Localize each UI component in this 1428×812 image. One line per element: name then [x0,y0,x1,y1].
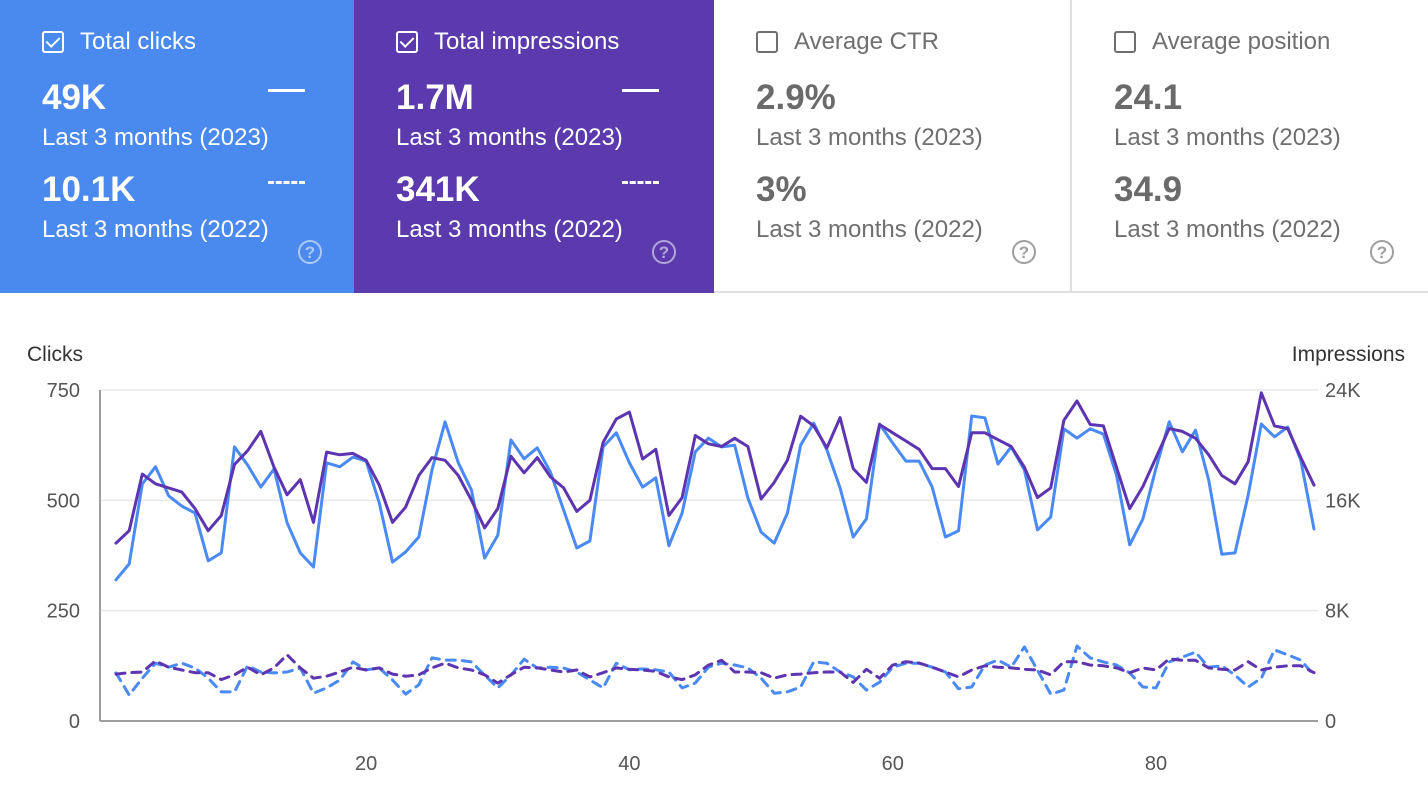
help-icon[interactable]: ? [652,240,676,264]
period-current: Last 3 months (2023) [1114,124,1341,151]
metric-value-current: 49K [42,78,107,117]
legend-solid-line-icon [622,89,659,92]
y-left-tick-label: 500 [47,490,80,512]
x-tick-label: 80 [1145,753,1167,775]
metric-value-current: 24.1 [1114,78,1183,117]
period-current: Last 3 months (2023) [396,124,623,151]
average-position-toggle[interactable]: Average position [1114,28,1330,56]
period-current: Last 3 months (2023) [42,124,269,151]
checkbox-unchecked-icon[interactable] [1114,31,1136,53]
metric-card-average-position[interactable]: Average position 24.1 Last 3 months (202… [1072,0,1428,293]
legend-dashed-line-icon [622,181,659,184]
metric-value-previous: 3% [756,170,807,209]
metric-label: Average CTR [794,28,939,55]
total-clicks-toggle[interactable]: Total clicks [42,28,196,56]
y-right-tick-label: 8K [1325,601,1350,623]
y-left-tick-label: 750 [47,380,80,402]
series-line-impressions-2023 [114,391,1316,545]
metric-value-current: 1.7M [396,78,474,117]
x-tick-label: 20 [355,753,377,775]
y-axis-right-label: Impressions [1291,343,1405,366]
metric-card-total-clicks[interactable]: Total clicks 49K Last 3 months (2023) 10… [0,0,354,293]
total-impressions-toggle[interactable]: Total impressions [396,28,619,56]
period-current: Last 3 months (2023) [756,124,983,151]
metric-value-current: 2.9% [756,78,836,117]
help-icon[interactable]: ? [298,240,322,264]
period-previous: Last 3 months (2022) [396,216,623,243]
x-tick-label: 60 [882,753,904,775]
metric-value-previous: 341K [396,170,480,209]
series-line-impressions-2022 [114,653,1316,685]
series-line-clicks-2023 [114,414,1316,582]
series-line-clicks-2022 [114,644,1316,697]
y-right-tick-label: 0 [1325,711,1336,733]
checkbox-checked-icon[interactable] [396,31,418,53]
average-ctr-toggle[interactable]: Average CTR [756,28,939,56]
legend-solid-line-icon [268,89,305,92]
checkbox-unchecked-icon[interactable] [756,31,778,53]
metric-value-previous: 34.9 [1114,170,1183,209]
y-left-tick-label: 0 [69,711,80,733]
y-right-tick-label: 16K [1325,490,1361,512]
period-previous: Last 3 months (2022) [1114,216,1341,243]
x-tick-label: 40 [618,753,640,775]
period-previous: Last 3 months (2022) [42,216,269,243]
metric-card-total-impressions[interactable]: Total impressions 1.7M Last 3 months (20… [354,0,714,293]
y-left-tick-label: 250 [47,601,80,623]
metric-label: Average position [1152,28,1331,55]
metric-value-previous: 10.1K [42,170,136,209]
y-axis-left-label: Clicks [27,343,83,366]
metric-label: Total clicks [80,28,197,55]
legend-dashed-line-icon [268,181,305,184]
checkbox-checked-icon[interactable] [42,31,64,53]
period-previous: Last 3 months (2022) [756,216,983,243]
help-icon[interactable]: ? [1370,240,1394,264]
help-icon[interactable]: ? [1012,240,1036,264]
metric-label: Total impressions [434,28,620,55]
metric-card-average-ctr[interactable]: Average CTR 2.9% Last 3 months (2023) 3%… [714,0,1072,293]
y-right-tick-label: 24K [1325,380,1361,402]
